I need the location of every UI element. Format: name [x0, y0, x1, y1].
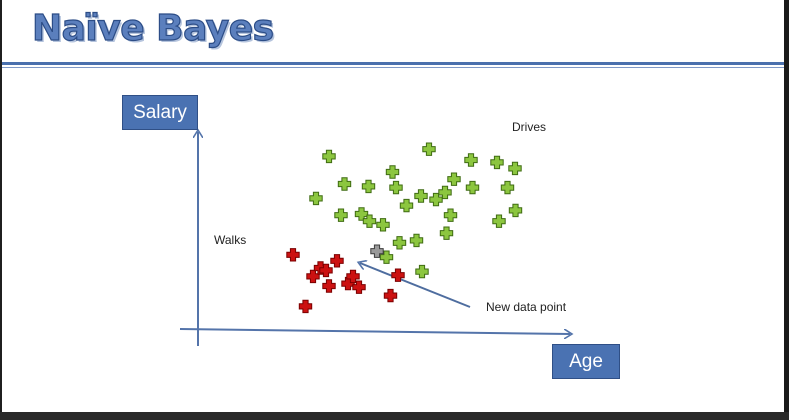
- scatter-plot: [179, 0, 784, 346]
- walks-point-2: [298, 299, 313, 314]
- drives-point-13: [392, 236, 407, 250]
- walks-point-3: [306, 269, 320, 284]
- drives-point-12: [379, 250, 394, 264]
- drives-point-16: [439, 226, 454, 240]
- drives-point-3: [337, 177, 352, 191]
- drives-class-label: Drives: [512, 120, 547, 134]
- drives-point-14: [409, 233, 424, 248]
- slide-title: Naïve Bayes: [31, 7, 274, 49]
- drives-point-2: [322, 149, 336, 164]
- drives-point-5: [385, 165, 400, 179]
- new-data-point-point-1: [370, 244, 384, 258]
- drives-point-24: [508, 203, 523, 218]
- walks-point-12: [391, 268, 405, 282]
- walks-point-10: [352, 280, 366, 294]
- drives-point-9: [376, 218, 390, 232]
- walks-point-5: [319, 263, 333, 278]
- walks-class-label: Walks: [214, 233, 247, 247]
- title-divider: [2, 62, 784, 65]
- drives-point-22: [508, 161, 522, 176]
- walks-point-7: [330, 254, 344, 268]
- walks-point-11: [383, 288, 398, 303]
- x-axis-label-age: Age: [552, 344, 620, 379]
- window-bottom-bar: [0, 412, 789, 420]
- drives-point-7: [334, 208, 348, 222]
- walks-point-9: [346, 269, 360, 284]
- title-divider-thin: [2, 67, 784, 68]
- drives-point-25: [492, 214, 506, 228]
- window-edge: [784, 0, 789, 412]
- points-layer: [286, 142, 523, 314]
- drives-point-23: [500, 180, 515, 195]
- x-axis-line: [179, 328, 570, 334]
- drives-point-17: [438, 185, 452, 200]
- drives-point-21: [490, 155, 504, 170]
- drives-point-1: [309, 191, 323, 206]
- walks-point-6: [322, 279, 336, 293]
- y-axis-label-salary: Salary: [122, 95, 198, 130]
- drives-point-11: [362, 214, 377, 228]
- drives-point-6: [422, 142, 436, 156]
- drives-point-18: [447, 172, 461, 186]
- drives-point-20: [465, 180, 480, 195]
- drives-point-26: [464, 153, 478, 167]
- drives-point-27: [414, 189, 428, 203]
- walks-point-1: [286, 248, 300, 262]
- drives-point-19: [443, 208, 458, 222]
- drives-point-4: [361, 179, 376, 194]
- drives-point-15: [429, 192, 443, 207]
- drives-point-10: [399, 198, 414, 213]
- new-point-pointer-arrow: [360, 263, 471, 308]
- slide-canvas: Naïve Bayes Salary Age Walks Drives New …: [2, 0, 784, 412]
- drives-point-28: [415, 264, 429, 279]
- new-data-point-label: New data point: [486, 300, 567, 314]
- drives-point-29: [389, 180, 403, 195]
